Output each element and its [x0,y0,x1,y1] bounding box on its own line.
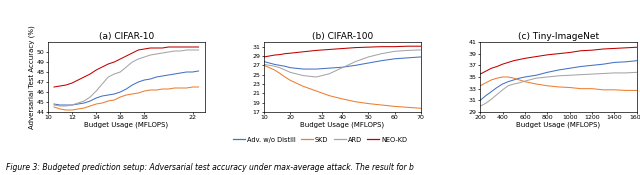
X-axis label: Budget Usage (MFLOPS): Budget Usage (MFLOPS) [300,122,385,128]
Y-axis label: Adversarial Test Accuracy (%): Adversarial Test Accuracy (%) [29,25,35,129]
Title: (a) CIFAR-10: (a) CIFAR-10 [99,32,154,41]
Legend: Adv. w/o Distill, SKD, ARD, NEO-KD: Adv. w/o Distill, SKD, ARD, NEO-KD [230,134,410,145]
Title: (b) CIFAR-100: (b) CIFAR-100 [312,32,373,41]
Title: (c) Tiny-ImageNet: (c) Tiny-ImageNet [518,32,599,41]
X-axis label: Budget Usage (MFLOPS): Budget Usage (MFLOPS) [516,122,600,128]
Text: Figure 3: Budgeted prediction setup: Adversarial test accuracy under max-average: Figure 3: Budgeted prediction setup: Adv… [6,163,414,172]
X-axis label: Budget Usage (MFLOPS): Budget Usage (MFLOPS) [84,122,168,128]
